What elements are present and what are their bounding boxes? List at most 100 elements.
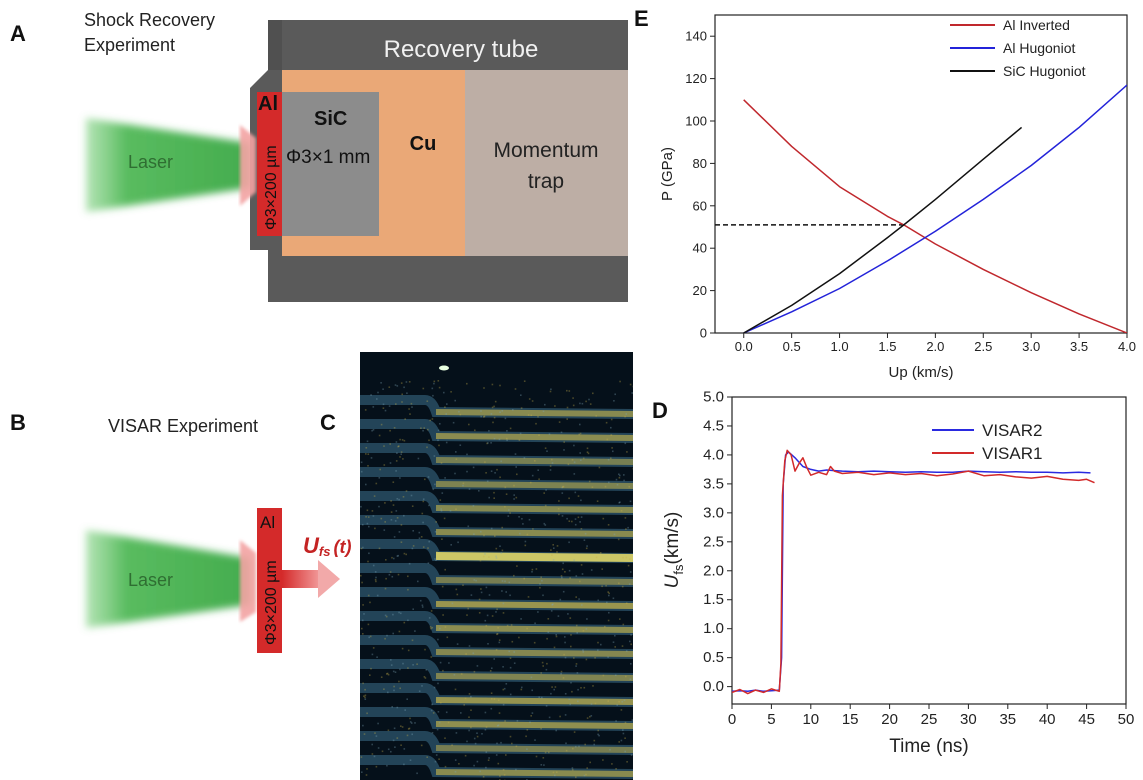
fringe-noise (630, 643, 632, 646)
fringe-noise (407, 575, 409, 578)
fringe-noise (434, 531, 437, 533)
fringe-noise (431, 732, 434, 734)
fringe-noise (598, 734, 600, 737)
fringe-noise (516, 565, 518, 567)
fringe-noise (594, 657, 596, 659)
fringe-noise (470, 726, 472, 729)
fringe-noise (466, 470, 468, 473)
fringe-noise (526, 729, 529, 731)
fringe-noise (579, 432, 582, 435)
fringe-noise (509, 427, 512, 430)
fringe-noise (610, 434, 613, 436)
fringe-noise (598, 466, 601, 469)
fringe-noise (364, 696, 366, 699)
fringe-noise (546, 662, 548, 665)
fringe-noise (626, 761, 628, 763)
fringe-noise (411, 733, 413, 736)
fringe-noise (480, 591, 483, 594)
fringe-noise (595, 556, 598, 559)
fringe-noise (548, 751, 550, 754)
fringe-noise (390, 750, 392, 753)
fringe-noise (620, 510, 623, 512)
fringe-noise (575, 663, 578, 665)
fringe-noise (374, 578, 377, 581)
fringe-noise (585, 628, 588, 630)
fringe-noise (474, 742, 477, 745)
fringe-noise (380, 676, 383, 678)
fringe-noise (421, 685, 423, 687)
fringe-noise (487, 643, 489, 645)
fringe-noise (491, 406, 494, 409)
fringe-noise (374, 732, 376, 734)
sic-dims: Φ3×1 mm (286, 147, 370, 168)
fringe-noise (440, 701, 442, 704)
fringe-noise (389, 462, 392, 464)
fringe-noise (439, 499, 442, 501)
fringe-noise (428, 540, 430, 543)
fringe-noise (438, 444, 440, 447)
fringe-noise (524, 544, 527, 547)
fringe-noise (493, 658, 495, 660)
fringe-noise (394, 384, 397, 386)
fringe-noise (472, 505, 475, 507)
fringe-noise (487, 759, 490, 761)
fringe-noise (435, 559, 437, 561)
fringe-noise (546, 637, 548, 640)
x-tick-label: 15 (842, 711, 859, 728)
fringe-noise (513, 651, 515, 653)
fringe-noise (543, 522, 546, 525)
fringe-noise (400, 524, 403, 526)
fringe-noise (400, 382, 403, 384)
fringe-noise (509, 594, 511, 597)
fringe-noise (501, 590, 503, 592)
fringe-noise (419, 599, 422, 602)
fringe-noise (397, 573, 400, 576)
fringe-noise (451, 602, 454, 605)
fringe-noise (454, 399, 456, 402)
fringe-noise (626, 451, 628, 453)
ufs-symbol: U (303, 533, 320, 558)
fringe-noise (609, 748, 611, 751)
fringe-noise (553, 646, 556, 649)
fringe-noise (615, 768, 617, 770)
fringe-noise (396, 555, 399, 557)
fringe-noise (544, 447, 547, 449)
fringe-noise (403, 748, 406, 750)
fringe-noise (459, 444, 462, 446)
fringe-noise (512, 409, 514, 411)
fringe-noise (515, 496, 518, 499)
fringe-noise (387, 691, 389, 694)
fringe-noise (564, 693, 567, 695)
fringe-noise (560, 575, 563, 577)
fringe-noise (460, 673, 463, 675)
fringe-noise (586, 767, 588, 769)
chart-d-plot-area (732, 449, 1095, 695)
fringe-noise (539, 586, 541, 589)
fringe-band-bright (435, 721, 633, 729)
fringe-noise (493, 416, 496, 419)
fringe-noise (524, 540, 527, 543)
fringe-noise (440, 508, 442, 510)
fringe-noise (367, 516, 370, 518)
fringe-noise (398, 680, 400, 683)
fringe-noise (401, 401, 403, 403)
y-tick-label: 100 (685, 114, 707, 129)
fringe-noise (569, 703, 571, 706)
fringe-noise (610, 418, 613, 421)
fringe-noise (508, 509, 510, 511)
fringe-noise (610, 426, 612, 429)
fringe-noise (429, 626, 432, 628)
fringe-noise (548, 716, 551, 719)
fringe-noise (541, 661, 544, 664)
fringe-noise (364, 409, 367, 411)
x-tick-label: 0 (728, 711, 736, 728)
fringe-noise (624, 750, 626, 753)
legend-label: VISAR1 (982, 444, 1042, 463)
fringe-noise (535, 755, 538, 758)
fringe-noise (522, 523, 524, 525)
fringe-noise (627, 564, 630, 567)
fringe-noise (484, 711, 487, 714)
fringe-noise (456, 593, 459, 596)
fringe-band-bright (435, 673, 633, 681)
fringe-band-base (360, 515, 633, 539)
